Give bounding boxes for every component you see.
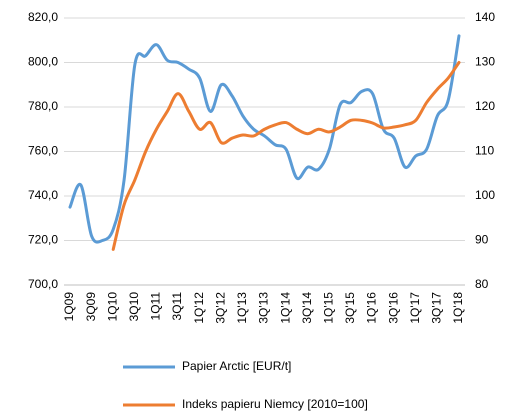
y2-tick-label: 100 [475,188,495,202]
x-tick-label: 3Q'13 [257,292,271,324]
x-tick-label: 1Q'14 [278,292,292,324]
legend-label: Papier Arctic [EUR/t] [182,359,291,373]
x-tick-label: 1Q10 [105,292,119,322]
x-tick-label: 3Q11 [170,292,184,321]
x-tick-label: 1Q11 [149,292,163,321]
y-tick-label: 720,0 [28,233,58,247]
legend-label: Indeks papieru Niemcy [2010=100] [182,397,368,411]
x-tick-label: 1Q'16 [365,292,379,324]
y2-tick-label: 90 [475,233,489,247]
y2-tick-label: 80 [475,277,489,291]
x-tick-label: 3Q'16 [386,292,400,324]
x-tick-label: 1Q'12 [192,292,206,324]
x-tick-label: 1Q'17 [408,292,422,324]
y2-tick-label: 120 [475,99,495,113]
series-line [68,34,461,244]
y-tick-label: 780,0 [28,99,58,113]
y2-tick-label: 140 [475,10,495,24]
y-tick-label: 820,0 [28,10,58,24]
x-tick-label: 3Q'14 [300,292,314,324]
x-tick-label: 1Q'13 [235,292,249,324]
x-tick-label: 3Q'12 [213,292,227,324]
x-tick-label: 1Q09 [62,292,76,322]
y2-tick-label: 130 [475,55,495,69]
y-tick-label: 760,0 [28,144,58,158]
y-tick-label: 740,0 [28,188,58,202]
x-tick-label: 3Q'17 [430,292,444,324]
y-tick-label: 700,0 [28,277,58,291]
series-line [111,61,461,251]
y2-tick-label: 110 [475,144,494,158]
x-tick-label: 3Q09 [84,292,98,322]
x-tick-label: 3Q10 [127,292,141,322]
x-tick-label: 3Q'15 [343,292,357,324]
x-tick-label: 1Q'18 [451,292,465,324]
x-tick-label: 1Q'15 [322,292,336,324]
y-tick-label: 800,0 [28,55,58,69]
